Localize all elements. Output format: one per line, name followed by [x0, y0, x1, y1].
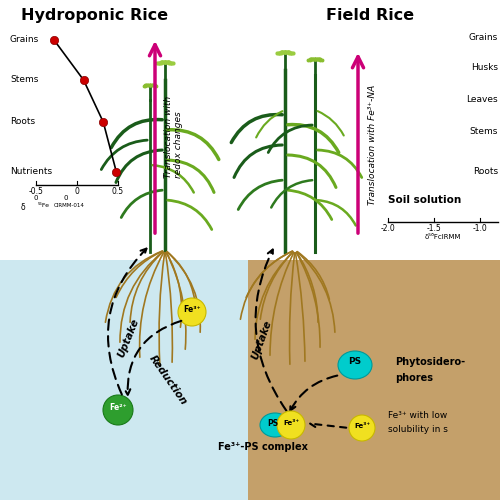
Text: 0: 0: [34, 195, 38, 201]
Text: Fe³⁺: Fe³⁺: [183, 306, 201, 314]
Text: Nutrients: Nutrients: [10, 168, 52, 176]
Text: Fe³⁺: Fe³⁺: [354, 423, 370, 429]
Text: Hydroponic Rice: Hydroponic Rice: [22, 8, 169, 23]
Text: Grains: Grains: [10, 36, 39, 44]
Text: 0.5: 0.5: [112, 187, 124, 196]
Text: Husks: Husks: [471, 64, 498, 72]
Circle shape: [349, 415, 375, 441]
Bar: [0, 0, 500, 260]
Text: -1.0: -1.0: [472, 224, 487, 233]
Text: 0: 0: [74, 187, 80, 196]
Text: Leaves: Leaves: [466, 96, 498, 104]
Text: Roots: Roots: [473, 168, 498, 176]
Text: Stems: Stems: [470, 128, 498, 136]
Bar: [248, 260, 500, 500]
Ellipse shape: [338, 351, 372, 379]
Text: phores: phores: [395, 373, 433, 383]
Text: Roots: Roots: [10, 118, 35, 126]
Circle shape: [277, 411, 305, 439]
Text: Grains: Grains: [469, 34, 498, 42]
Text: ⁵⁶Fe: ⁵⁶Fe: [38, 203, 50, 208]
Text: Phytosidero-: Phytosidero-: [395, 357, 465, 367]
Text: Stems: Stems: [10, 76, 38, 84]
Text: -0.5: -0.5: [28, 187, 44, 196]
Text: Soil solution: Soil solution: [388, 195, 461, 205]
Text: Translocation with Fe³⁺-NA: Translocation with Fe³⁺-NA: [368, 85, 377, 205]
Circle shape: [178, 298, 206, 326]
Text: Fe³⁺ with low: Fe³⁺ with low: [388, 410, 448, 420]
Text: Uptake: Uptake: [250, 319, 274, 361]
Text: δ⁵⁶FcIRMM: δ⁵⁶FcIRMM: [425, 234, 461, 240]
Text: -1.5: -1.5: [426, 224, 441, 233]
Circle shape: [103, 395, 133, 425]
Text: Fe³⁺-PS complex: Fe³⁺-PS complex: [218, 442, 308, 452]
Text: 0: 0: [64, 195, 68, 201]
Text: Field Rice: Field Rice: [326, 8, 414, 23]
Text: δ: δ: [20, 203, 25, 212]
Text: -2.0: -2.0: [380, 224, 396, 233]
Ellipse shape: [260, 413, 290, 437]
Text: Uptake: Uptake: [116, 317, 140, 359]
Text: Fe³⁺: Fe³⁺: [283, 420, 299, 426]
Text: PS: PS: [268, 418, 278, 428]
Text: CIRMM-014: CIRMM-014: [54, 203, 85, 208]
Text: Fe²⁺: Fe²⁺: [109, 404, 127, 412]
Text: PS: PS: [348, 356, 362, 366]
Bar: [0, 260, 248, 500]
Text: Reduction: Reduction: [147, 353, 189, 407]
Text: solubility in s: solubility in s: [388, 426, 448, 434]
Text: Translocation with
redox changes: Translocation with redox changes: [164, 96, 184, 178]
